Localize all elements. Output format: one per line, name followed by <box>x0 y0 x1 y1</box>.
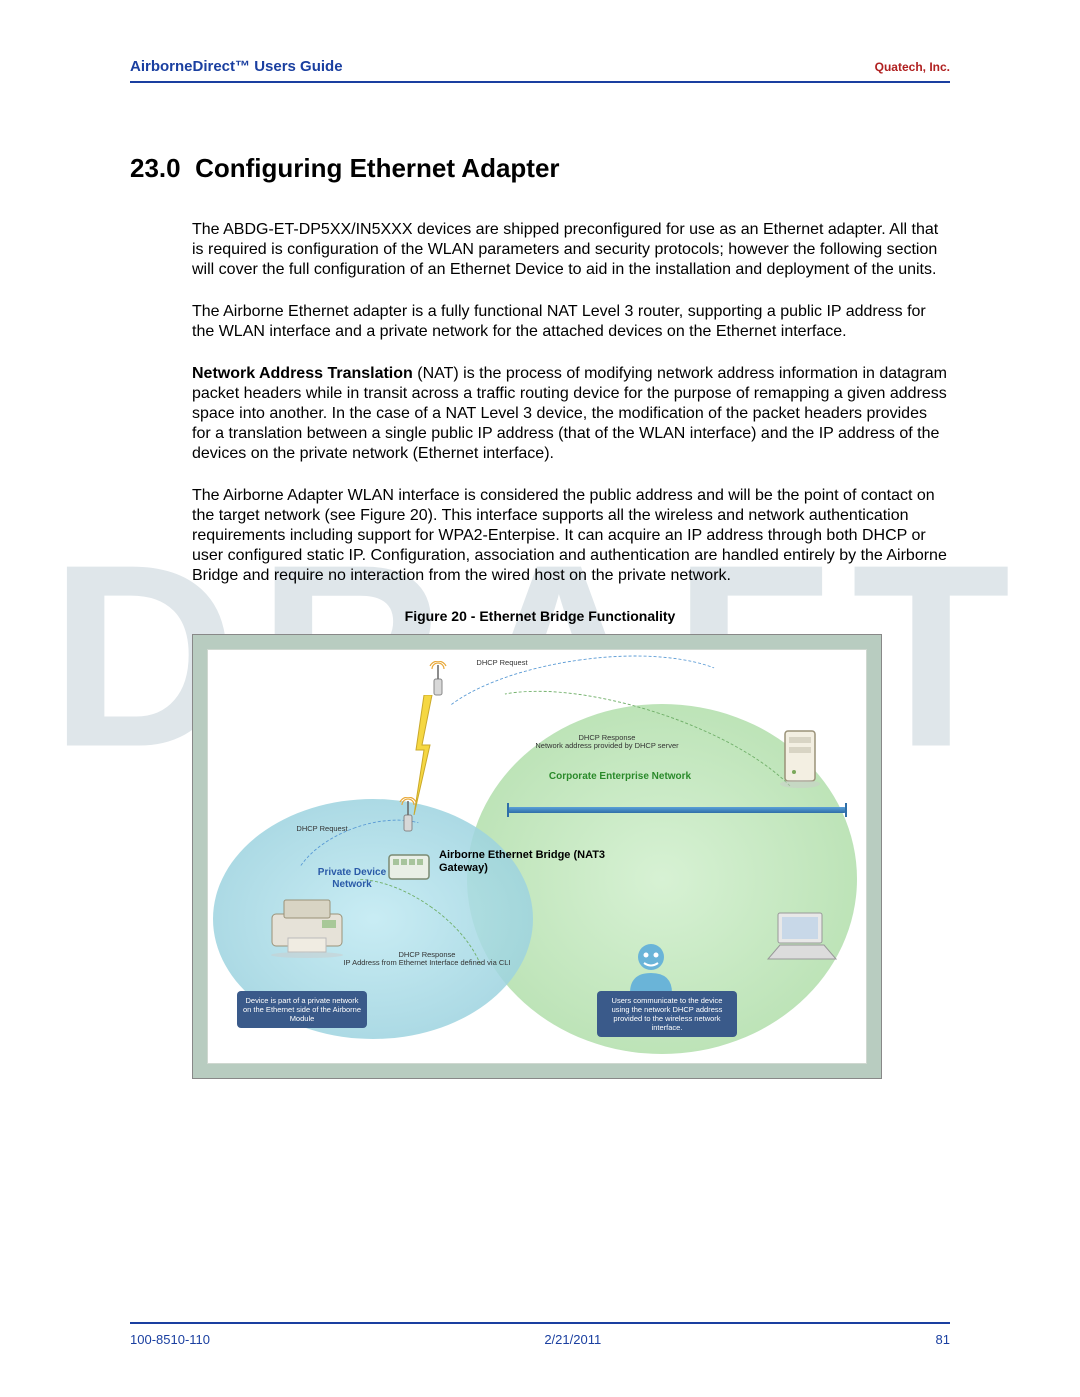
dhcp-req-top-label: DHCP Request <box>467 659 537 667</box>
figure-canvas: Corporate Enterprise Network Airborne Et… <box>207 649 867 1064</box>
section-heading: 23.0 Configuring Ethernet Adapter <box>130 153 950 184</box>
header-rule <box>130 81 950 83</box>
page-footer: 100-8510-110 2/21/2011 81 <box>130 1322 950 1347</box>
paragraph-1: The ABDG-ET-DP5XX/IN5XXX devices are shi… <box>192 220 950 280</box>
footer-pagenum: 81 <box>936 1332 950 1347</box>
footer-rule <box>130 1322 950 1324</box>
figure-caption: Figure 20 - Ethernet Bridge Functionalit… <box>130 608 950 624</box>
page-header: AirborneDirect™ Users Guide Quatech, Inc… <box>130 58 950 81</box>
private-network-label: Private Device Network <box>307 867 397 891</box>
footer-docnum: 100-8510-110 <box>130 1332 210 1347</box>
laptop-icon <box>762 909 842 964</box>
user-icon <box>622 939 680 997</box>
header-title: AirborneDirect™ Users Guide <box>130 58 343 75</box>
corporate-network-label: Corporate Enterprise Network <box>545 771 695 783</box>
paragraph-4: The Airborne Adapter WLAN interface is c… <box>192 486 950 586</box>
access-point-top-icon <box>427 661 449 697</box>
printer-icon <box>262 894 352 959</box>
bridge-label: Airborne Ethernet Bridge (NAT3 Gateway) <box>439 849 619 875</box>
dhcp-resp-top-label: DHCP Response Network address provided b… <box>527 734 687 751</box>
paragraph-2: The Airborne Ethernet adapter is a fully… <box>192 302 950 342</box>
header-company: Quatech, Inc. <box>875 60 950 74</box>
nat-bold: Network Address Translation <box>192 365 413 382</box>
private-tooltip: Device is part of a private network on t… <box>237 991 367 1028</box>
access-point-bridge-icon <box>397 797 419 833</box>
section-number: 23.0 <box>130 153 181 183</box>
network-bar <box>507 807 847 813</box>
section-title-text: Configuring Ethernet Adapter <box>195 153 559 183</box>
dhcp-req-left-label: DHCP Request <box>287 825 357 833</box>
dhcp-server-icon <box>777 727 827 789</box>
paragraph-3: Network Address Translation (NAT) is the… <box>192 364 950 464</box>
dhcp-resp-left-label: DHCP Response IP Address from Ethernet I… <box>337 951 517 968</box>
user-tooltip: Users communicate to the device using th… <box>597 991 737 1037</box>
figure-20: Corporate Enterprise Network Airborne Et… <box>192 634 882 1079</box>
footer-date: 2/21/2011 <box>544 1332 601 1347</box>
